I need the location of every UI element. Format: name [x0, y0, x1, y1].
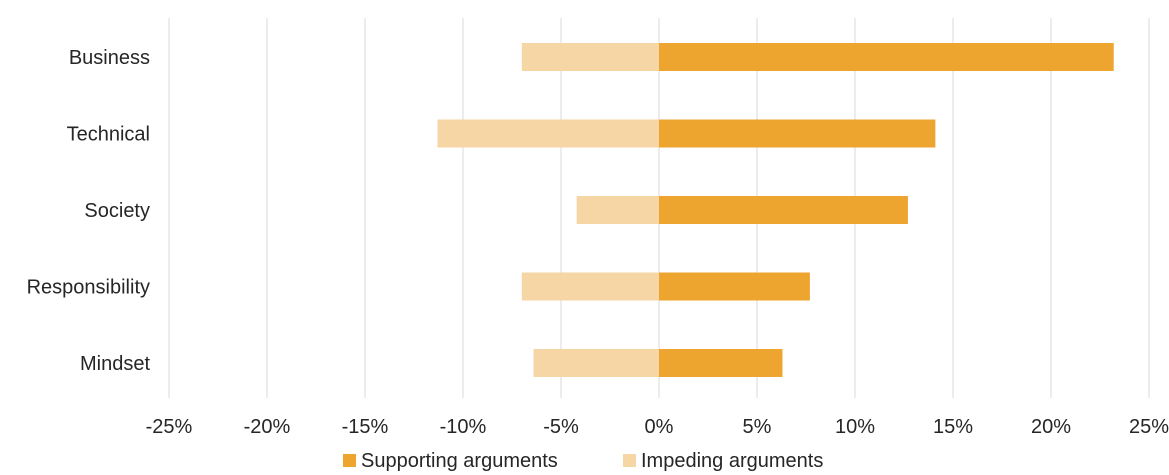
- x-tick-label: 20%: [1031, 416, 1071, 438]
- impeding-bar: [576, 196, 659, 224]
- impeding-bar: [521, 272, 659, 301]
- supporting-bar: [659, 43, 1114, 71]
- x-tick-label: 0%: [645, 416, 674, 438]
- category-label: Technical: [67, 124, 150, 146]
- category-label: Mindset: [80, 353, 150, 375]
- x-tick-label: -25%: [146, 416, 193, 438]
- x-tick-label: -10%: [440, 416, 487, 438]
- x-tick-label: -5%: [543, 416, 579, 438]
- legend-label: Impeding arguments: [641, 450, 823, 472]
- legend: Supporting arguments Impeding arguments: [343, 450, 823, 472]
- category-label: Business: [69, 47, 150, 69]
- category-labels: Business Technical Society Responsibility Mi…: [27, 47, 151, 375]
- bars: [437, 43, 1114, 377]
- x-tick-label: 15%: [933, 416, 973, 438]
- legend-swatch: [623, 454, 636, 467]
- x-tick-label: 10%: [835, 416, 875, 438]
- category-label: Responsibility: [27, 277, 150, 299]
- legend-swatch: [343, 454, 356, 467]
- impeding-bar: [521, 43, 659, 71]
- supporting-bar: [659, 272, 810, 301]
- x-tick-label: 25%: [1129, 416, 1169, 438]
- legend-label: Supporting arguments: [361, 450, 558, 472]
- category-label: Society: [84, 200, 150, 222]
- x-tick-label: -20%: [244, 416, 291, 438]
- supporting-bar: [659, 196, 908, 224]
- impeding-bar: [533, 349, 659, 377]
- supporting-bar: [659, 119, 936, 148]
- x-axis-tick-labels: -25% -20% -15% -10% -5% 0% 5% 10% 15% 20% 25%: [146, 416, 1169, 438]
- supporting-bar: [659, 349, 783, 377]
- x-tick-label: -15%: [342, 416, 389, 438]
- x-tick-label: 5%: [743, 416, 772, 438]
- impeding-bar: [437, 119, 659, 148]
